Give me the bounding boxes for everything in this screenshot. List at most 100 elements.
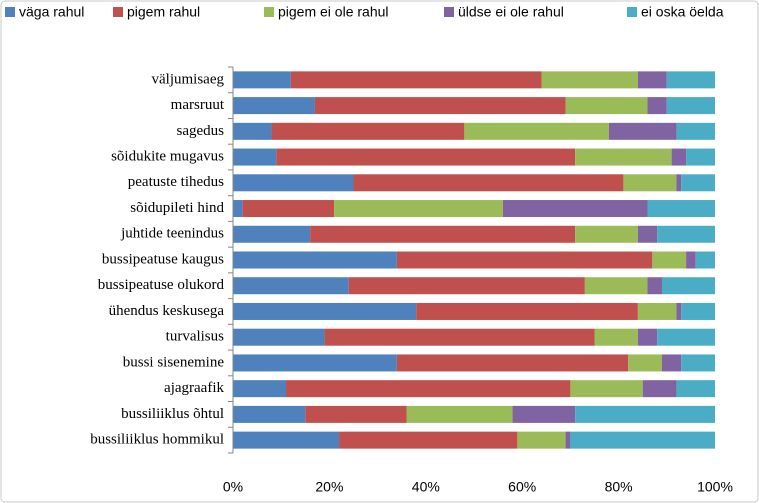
bar-segment [686, 148, 715, 166]
bar-segment [233, 97, 315, 115]
bar-segment [676, 122, 715, 140]
bar-segment [396, 251, 653, 269]
bar-segment [233, 148, 277, 166]
x-tick-label: 60% [508, 479, 536, 495]
x-tick-label: 80% [605, 479, 633, 495]
bar-segment [339, 431, 518, 449]
bar-segment [637, 71, 667, 89]
bar-segment [233, 251, 397, 269]
bar-segment [637, 328, 658, 346]
bar-segment [681, 174, 715, 192]
bar-segment [666, 71, 715, 89]
bar-segment [233, 302, 417, 320]
y-tick-label: väljumisaeg [152, 71, 225, 87]
bar-segment [233, 277, 349, 295]
bar-segment [271, 122, 465, 140]
bar-segment [324, 328, 595, 346]
bar-segment [276, 148, 576, 166]
bar-segment [676, 174, 682, 192]
bar-segment [233, 122, 272, 140]
bar-segment [517, 431, 566, 449]
bar-segment [348, 277, 585, 295]
bar-segment [676, 380, 715, 398]
y-tick-label: marsruut [171, 97, 225, 113]
bar-segment [584, 277, 648, 295]
bar-segment [657, 225, 715, 243]
bar-segment [233, 71, 291, 89]
bar-segment [623, 174, 677, 192]
y-tick-label: turvalisus [166, 329, 224, 345]
bar-segment [681, 354, 715, 372]
bar-segment [233, 200, 243, 218]
bar-segment [661, 354, 682, 372]
y-tick-label: sõidupileti hind [130, 200, 224, 216]
y-tick-label: bussipeatuse kaugus [102, 251, 224, 267]
y-tick-label: juhtide teenindus [120, 226, 224, 242]
bar-segment [637, 302, 677, 320]
bar-segment [502, 200, 648, 218]
x-tick-label: 100% [697, 479, 733, 495]
y-tick-label: bussipeatuse olukord [98, 277, 225, 293]
y-tick-label: ajagraafik [164, 380, 224, 396]
y-tick-label: bussiliiklus hommikul [90, 432, 224, 448]
bar-segment [290, 71, 542, 89]
bar-segment [565, 97, 648, 115]
bar-segment [416, 302, 638, 320]
bar-segment [512, 405, 576, 423]
bar-segment [575, 405, 715, 423]
legend-label: ei oska öelda [641, 4, 724, 20]
legend-swatch [113, 7, 123, 17]
y-tick-label: bussi sisenemine [123, 354, 225, 370]
bar-segment [541, 71, 638, 89]
bar-segment [314, 97, 566, 115]
bar-segment [233, 405, 306, 423]
bar-segment [334, 200, 503, 218]
legend-label: pigem ei ole rahul [278, 4, 389, 20]
bar-segment [233, 225, 311, 243]
bar-segment [666, 97, 715, 115]
bar-segment [628, 354, 662, 372]
bar-segment [233, 354, 397, 372]
bar-segment [671, 148, 687, 166]
bar-segment [657, 328, 715, 346]
bar-segment [565, 431, 571, 449]
legend-swatch [5, 7, 15, 17]
bar-segment [676, 302, 682, 320]
bar-segment [637, 225, 658, 243]
bar-segment [695, 251, 715, 269]
bar-segment [570, 431, 715, 449]
legend-swatch [264, 7, 274, 17]
x-tick-label: 20% [315, 479, 343, 495]
x-tick-label: 40% [412, 479, 440, 495]
bar-segment [310, 225, 576, 243]
bar-segment [608, 122, 677, 140]
bar-segment [396, 354, 629, 372]
legend-label: üldse ei ole rahul [458, 4, 564, 20]
bar-segment [594, 328, 638, 346]
y-tick-label: sõidukite mugavus [111, 149, 224, 165]
bar-segment [233, 328, 325, 346]
bar-segment [570, 380, 643, 398]
bar-segment [233, 380, 287, 398]
y-tick-label: peatuste tihedus [128, 174, 224, 190]
y-tick-label: ühendus keskusega [109, 303, 225, 319]
legend-swatch [627, 7, 637, 17]
legend-swatch [444, 7, 454, 17]
bar-segment [686, 251, 696, 269]
bar-segment [647, 97, 667, 115]
bar-segment [647, 200, 715, 218]
x-tick-label: 0% [223, 479, 243, 495]
bar-segment [652, 251, 687, 269]
bar-segment [406, 405, 513, 423]
bar-segment [681, 302, 715, 320]
bar-segment [242, 200, 335, 218]
y-tick-label: sagedus [177, 123, 225, 139]
bar-segment [353, 174, 624, 192]
bar-segment [233, 174, 354, 192]
y-tick-label: bussiliiklus õhtul [121, 406, 224, 422]
legend-label: väga rahul [19, 4, 84, 20]
bar-segment [661, 277, 715, 295]
bar-segment [575, 148, 672, 166]
bar-segment [575, 225, 638, 243]
